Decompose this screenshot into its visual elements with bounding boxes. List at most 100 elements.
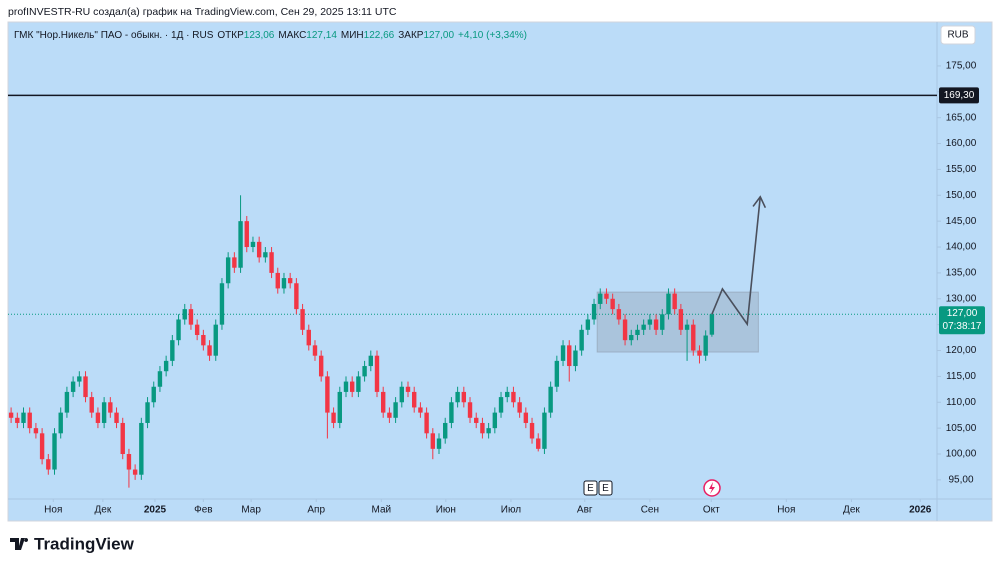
candle-body	[505, 391, 510, 398]
candle-body	[579, 329, 584, 351]
logo-mark	[10, 538, 29, 550]
x-tick-label: Май	[372, 505, 392, 516]
candle-body	[225, 257, 231, 284]
candle-body	[232, 257, 237, 268]
x-tick-label: Мар	[241, 505, 261, 516]
y-tick-label: 100,00	[946, 449, 977, 460]
arrow-head	[752, 195, 767, 209]
x-tick-label: Дек	[843, 505, 860, 516]
candle-body	[219, 283, 225, 325]
candle-body	[349, 381, 355, 392]
y-tick-label: 115,00	[946, 371, 976, 382]
lightning	[709, 482, 715, 494]
last-price-box	[939, 306, 985, 335]
candle-body	[554, 360, 560, 387]
candle-body	[207, 345, 212, 356]
candle-body	[77, 376, 82, 382]
candle-body	[529, 422, 535, 439]
candle-body	[467, 402, 473, 418]
candle-body	[114, 412, 119, 423]
candle-body	[598, 293, 603, 304]
candle-body	[480, 422, 485, 434]
x-tick-label: Ноя	[44, 505, 62, 516]
candle-body	[83, 376, 88, 398]
candle-body	[213, 324, 218, 356]
candle-body	[536, 438, 541, 449]
candle-body	[362, 366, 367, 377]
y-tick-label: 145,00	[946, 216, 977, 227]
candle-body	[393, 402, 398, 418]
candle-body	[666, 293, 671, 315]
candle-body	[89, 397, 94, 413]
candle-body	[52, 433, 57, 470]
candle-body	[8, 412, 14, 418]
candle-body	[374, 355, 380, 392]
candle-body	[647, 319, 653, 325]
logo: TradingView	[10, 534, 135, 553]
candle-body	[300, 309, 305, 330]
candle-body	[498, 397, 504, 413]
event-marker[interactable]	[598, 480, 613, 496]
currency-label: RUB	[947, 30, 968, 41]
candle-body	[120, 422, 125, 455]
y-tick-label: 155,00	[946, 164, 977, 175]
x-tick-label: Авг	[577, 505, 593, 516]
legend: ГМК "Нор.Никель" ПАО - обыкн. · 1Д · RUS…	[14, 29, 527, 41]
candle-body	[641, 324, 646, 330]
candle-body	[21, 412, 26, 423]
candle-body	[163, 360, 169, 372]
candle-body	[281, 278, 287, 289]
candle-body	[275, 272, 280, 289]
event-markers: E E	[583, 479, 721, 497]
candle-body	[15, 417, 20, 423]
candle-body	[523, 412, 529, 423]
candle-body	[591, 303, 597, 320]
candle-body	[412, 391, 417, 408]
candle-body	[542, 412, 547, 449]
x-tick-label: Фев	[194, 505, 212, 516]
legend-value: 127,00	[423, 30, 454, 41]
candle-body	[170, 340, 175, 361]
y-tick-label: 135,00	[946, 268, 977, 279]
candle-body	[380, 391, 386, 413]
x-tick-label: Сен	[641, 505, 659, 516]
candle-body	[449, 402, 454, 423]
candle-body	[157, 371, 163, 387]
x-tick-label: Апр	[307, 505, 325, 516]
event-label: E	[602, 483, 609, 494]
candle-body	[126, 454, 132, 470]
header: profINVESTR-RU создал(а) график на Tradi…	[8, 6, 397, 18]
candle-body	[560, 345, 566, 361]
y-tick-label: 165,00	[946, 112, 977, 123]
legend-value: 123,06	[244, 30, 275, 41]
candle-body	[387, 412, 392, 418]
candle-body	[256, 241, 262, 258]
event-marker[interactable]	[583, 480, 598, 496]
candle-body	[306, 329, 311, 346]
candle-body	[418, 407, 423, 413]
candle-body	[573, 350, 578, 367]
candle-body	[145, 402, 150, 423]
x-tick-label: Июн	[436, 505, 456, 516]
legend-label: ЗАКР	[398, 30, 424, 41]
candle-body	[238, 221, 243, 268]
candle-body	[399, 386, 405, 403]
currency-button[interactable]	[940, 25, 976, 45]
candle-body	[585, 319, 591, 330]
candle-body	[331, 412, 336, 423]
candle-body	[709, 314, 715, 335]
x-tick-label: 2025	[144, 505, 167, 516]
logo-text: TradingView	[34, 534, 135, 553]
x-tick-label: Окт	[703, 505, 720, 516]
candle-body	[318, 355, 324, 377]
candle-body	[39, 433, 45, 460]
candle-body	[405, 386, 411, 392]
legend-value: 127,14	[306, 30, 337, 41]
candle-body	[263, 252, 268, 258]
symbol: ГМК "Нор.Никель" ПАО - обыкн. · 1Д · RUS	[14, 29, 214, 41]
candle-body	[368, 355, 373, 367]
candle-body	[139, 422, 144, 475]
candle-body	[269, 252, 274, 273]
range-box	[596, 291, 759, 353]
candle-body	[567, 345, 572, 367]
